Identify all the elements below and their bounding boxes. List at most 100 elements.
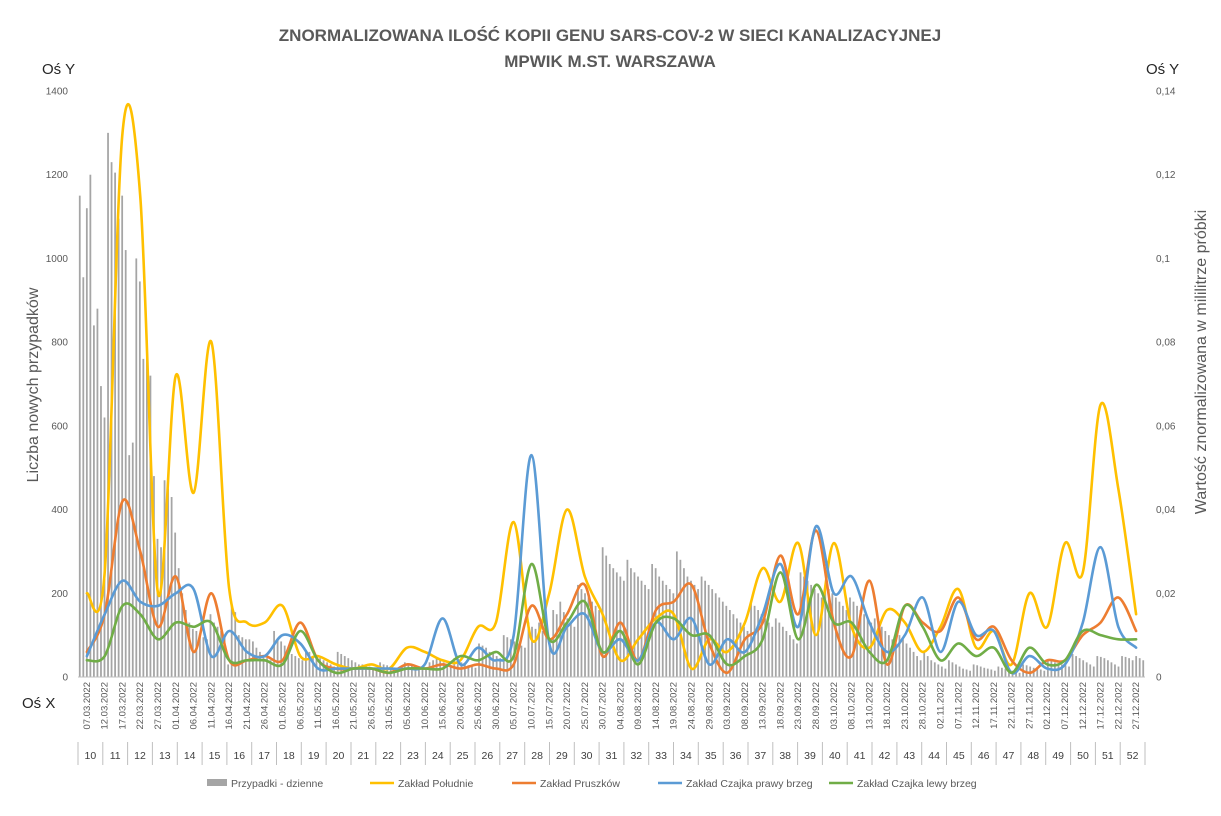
daily-case-bar [206,639,208,677]
daily-case-bar [541,630,544,677]
daily-case-bar [849,597,851,677]
daily-case-bar [85,208,88,677]
daily-case-bar [1004,668,1007,677]
daily-case-bar [898,635,901,677]
x-date-label: 05.07.2022 [509,682,520,730]
x-date-label: 08.09.2022 [740,682,751,730]
daily-case-bar [195,630,198,677]
daily-case-bar [1117,666,1120,677]
daily-case-bar [1135,656,1138,677]
x-date-label: 02.11.2022 [936,682,947,729]
daily-case-bar [827,589,830,677]
x-week-label: 26 [482,750,494,762]
x-date-label: 09.08.2022 [633,682,644,730]
legend-label: Zakład Czajka lewy brzeg [857,778,977,790]
x-date-label: 08.10.2022 [847,682,858,730]
daily-case-bar [146,340,148,677]
x-date-label: 12.12.2022 [1078,682,1089,730]
daily-case-bar [425,669,427,677]
daily-case-bar [534,628,537,677]
x-week-label: 21 [358,750,370,762]
daily-case-bar [728,610,731,677]
daily-case-bar [513,641,516,677]
daily-case-bar [244,639,247,677]
daily-case-bar [1061,664,1063,677]
daily-case-bar [213,622,215,677]
daily-case-bar [584,593,586,677]
daily-case-bar [1018,672,1021,677]
y-left-tick-label: 400 [51,505,68,516]
daily-case-bar [1036,668,1039,677]
daily-case-bar [972,664,975,677]
legend-label: Zakład Czajka prawy brzeg [686,778,813,790]
daily-case-bar [1096,656,1099,677]
x-date-label: 05.06.2022 [402,682,413,730]
daily-case-bar [78,195,81,677]
daily-case-bar [114,172,116,677]
x-date-label: 19.08.2022 [669,682,680,730]
x-week-label: 16 [233,750,245,762]
x-date-label: 26.04.2022 [260,682,271,730]
daily-case-bar [842,605,844,677]
wastewater-lines [85,103,1138,675]
daily-case-bar [209,614,212,677]
daily-case-bar [266,658,268,677]
x-date-label: 06.05.2022 [295,682,306,730]
daily-case-bar [509,639,512,677]
daily-case-bar [569,622,572,677]
x-week-label: 20 [333,750,345,762]
x-week-label: 13 [159,750,171,762]
daily-case-bar [764,618,767,677]
daily-case-bar [619,576,622,677]
daily-case-bar [905,643,908,677]
daily-case-bar [902,639,904,677]
daily-case-bar [358,664,360,677]
daily-case-bar [1142,660,1145,677]
daily-case-bar [160,547,162,677]
daily-case-bar [612,568,615,677]
daily-case-bar [365,665,367,677]
daily-case-bar [131,442,134,677]
x-date-label: 21.05.2022 [349,682,360,730]
daily-case-bar [930,660,933,677]
x-date-label: 18.10.2022 [882,682,893,730]
y-left-tick-label: 1400 [46,87,69,98]
daily-case-bar [721,601,724,677]
x-date-label: 22.12.2022 [1113,682,1124,730]
daily-case-bar [446,664,449,677]
daily-case-bar [831,593,834,677]
daily-case-bar [421,668,424,677]
x-week-label: 46 [978,750,990,762]
daily-case-bar [89,174,92,677]
daily-case-bar [686,576,689,677]
daily-case-bar [668,589,671,677]
daily-case-bar [993,670,996,677]
x-date-label: 17.12.2022 [1096,682,1107,730]
x-week-label: 37 [755,750,767,762]
x-date-label: 30.06.2022 [491,682,502,730]
daily-case-bar [396,668,399,677]
daily-case-bar [255,647,258,677]
x-date-label: 28.10.2022 [918,682,929,730]
daily-case-bar [241,637,244,677]
legend-swatch-bar [207,779,227,786]
y-right-ticks: 0 0,02 0,04 0,06 0,08 0,1 0,12 0,14 [1156,87,1176,684]
daily-case-bar [817,593,820,677]
x-week-label: 27 [506,750,518,762]
x-date-label: 12.11.2022 [971,682,982,729]
daily-case-bar [538,622,540,677]
daily-case-bar [230,605,233,677]
daily-case-bar [693,584,696,677]
daily-case-bar [414,666,417,677]
daily-case-bar [492,653,495,677]
daily-case-bar [997,666,1000,677]
series-line [85,562,1138,675]
daily-case-bar [566,618,569,677]
daily-case-bar [1071,653,1074,677]
daily-case-bar [750,601,752,677]
daily-case-bar [587,597,590,677]
x-date-label: 04.08.2022 [615,682,626,730]
x-date-label: 14.08.2022 [651,682,662,730]
daily-case-bar [979,666,982,677]
